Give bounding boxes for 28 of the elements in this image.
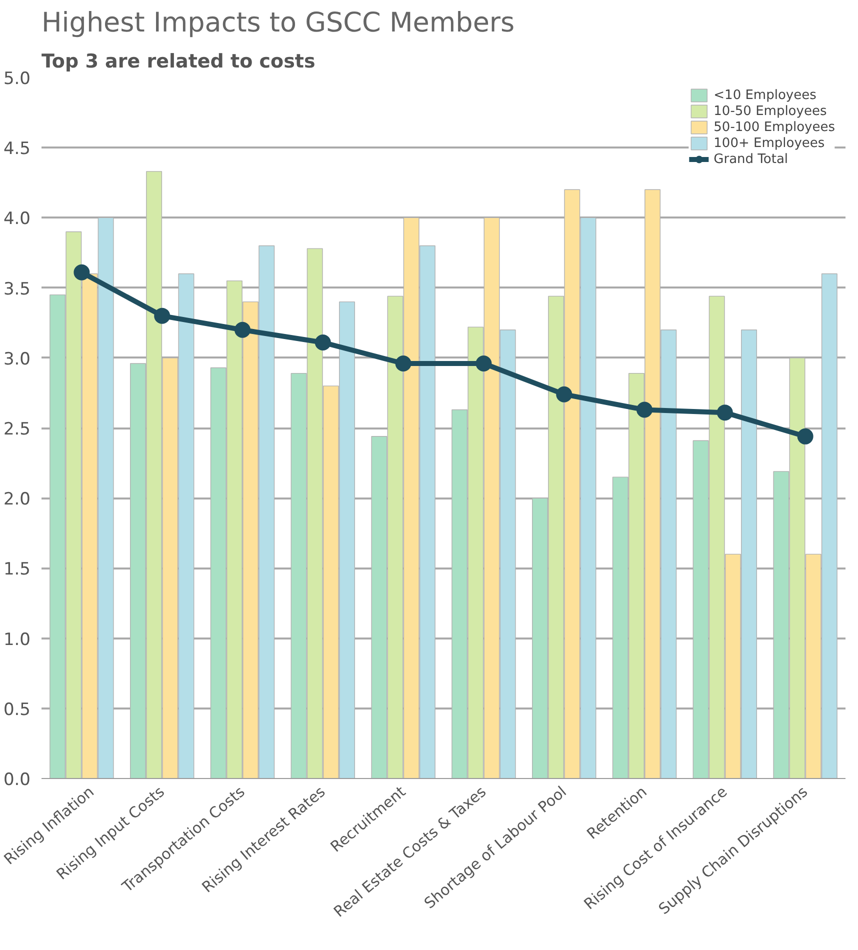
point [476, 356, 492, 372]
legend-label: <10 Employees [714, 87, 816, 103]
legend-label: Grand Total [714, 151, 788, 167]
y-tick-label: 2.0 [3, 490, 31, 510]
y-tick-label: 3.5 [3, 279, 31, 300]
point [797, 428, 814, 444]
legend-label: 10-50 Employees [714, 103, 827, 119]
point [636, 402, 652, 418]
y-tick-label: 5.0 [3, 69, 31, 89]
chart-title: Highest Impacts to GSCC Members [42, 8, 515, 38]
chart-subtitle: Top 3 are related to costs [42, 50, 316, 72]
point [234, 322, 250, 338]
y-tick-label: 1.0 [3, 630, 31, 650]
point [716, 404, 733, 421]
y-tick-label: 3.0 [3, 349, 31, 370]
legend-label: 100+ Employees [714, 135, 825, 151]
point [154, 308, 170, 324]
y-tick-label: 0.5 [3, 700, 31, 720]
y-tick-label: 4.5 [3, 139, 31, 160]
legend-label: 50-100 Employees [714, 119, 835, 135]
point [74, 264, 90, 280]
y-tick-label: 4.0 [3, 209, 31, 230]
y-tick-label: 2.5 [3, 420, 31, 440]
y-tick-label: 0.0 [3, 770, 31, 790]
point [395, 356, 412, 372]
point [556, 386, 572, 402]
y-tick-label: 1.5 [3, 560, 31, 580]
point [314, 334, 331, 350]
